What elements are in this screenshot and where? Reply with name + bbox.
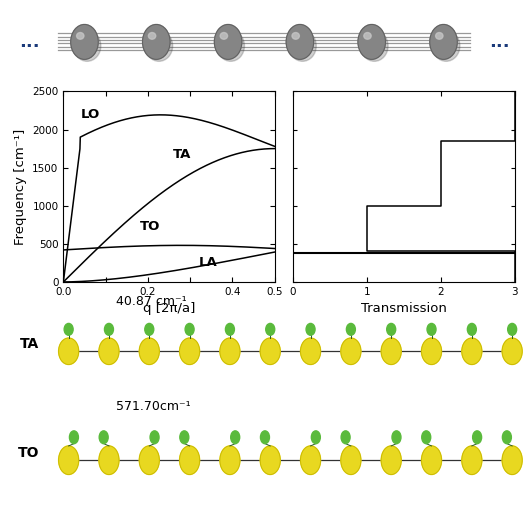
Ellipse shape xyxy=(148,33,156,39)
Text: 40.87 cm⁻¹: 40.87 cm⁻¹ xyxy=(116,295,187,308)
X-axis label: Transmission: Transmission xyxy=(361,302,447,315)
Text: LO: LO xyxy=(80,108,99,121)
Circle shape xyxy=(71,24,98,59)
Circle shape xyxy=(381,446,401,474)
Text: ...: ... xyxy=(488,33,510,51)
Text: 571.70cm⁻¹: 571.70cm⁻¹ xyxy=(116,399,191,412)
Circle shape xyxy=(430,24,457,59)
Y-axis label: Frequency [cm⁻¹]: Frequency [cm⁻¹] xyxy=(14,129,27,245)
Circle shape xyxy=(381,338,401,365)
Text: TA: TA xyxy=(173,148,192,162)
Circle shape xyxy=(99,431,108,443)
Circle shape xyxy=(59,446,79,474)
Ellipse shape xyxy=(436,33,443,39)
Circle shape xyxy=(260,338,280,365)
Circle shape xyxy=(508,324,516,335)
Circle shape xyxy=(266,324,275,335)
Circle shape xyxy=(99,338,119,365)
Circle shape xyxy=(392,431,401,443)
Circle shape xyxy=(70,431,79,443)
Circle shape xyxy=(386,324,395,335)
Circle shape xyxy=(145,324,154,335)
Text: ...: ... xyxy=(18,33,40,51)
Circle shape xyxy=(341,338,361,365)
Circle shape xyxy=(422,431,431,443)
Ellipse shape xyxy=(292,33,299,39)
Circle shape xyxy=(341,446,361,474)
Circle shape xyxy=(59,338,79,365)
Circle shape xyxy=(180,446,200,474)
Circle shape xyxy=(473,431,482,443)
Circle shape xyxy=(220,446,240,474)
Ellipse shape xyxy=(217,30,244,61)
Circle shape xyxy=(300,338,320,365)
Ellipse shape xyxy=(220,33,228,39)
Circle shape xyxy=(260,431,269,443)
Text: TO: TO xyxy=(139,220,160,233)
Circle shape xyxy=(502,338,522,365)
Circle shape xyxy=(312,431,320,443)
Text: TA: TA xyxy=(20,337,39,352)
Circle shape xyxy=(139,446,159,474)
Circle shape xyxy=(260,446,280,474)
Ellipse shape xyxy=(145,30,173,61)
Circle shape xyxy=(105,324,114,335)
Circle shape xyxy=(346,324,355,335)
Ellipse shape xyxy=(289,30,316,61)
Circle shape xyxy=(225,324,234,335)
Ellipse shape xyxy=(432,30,460,61)
Ellipse shape xyxy=(361,30,388,61)
Circle shape xyxy=(503,431,511,443)
Ellipse shape xyxy=(73,30,101,61)
Circle shape xyxy=(220,338,240,365)
Circle shape xyxy=(180,431,189,443)
Circle shape xyxy=(214,24,242,59)
Text: LA: LA xyxy=(199,256,218,269)
Circle shape xyxy=(306,324,315,335)
Circle shape xyxy=(99,446,119,474)
Circle shape xyxy=(462,338,482,365)
Circle shape xyxy=(427,324,436,335)
Circle shape xyxy=(502,446,522,474)
Text: TO: TO xyxy=(18,446,40,460)
Circle shape xyxy=(150,431,159,443)
Circle shape xyxy=(421,338,441,365)
Ellipse shape xyxy=(364,33,371,39)
Circle shape xyxy=(185,324,194,335)
Circle shape xyxy=(358,24,385,59)
Circle shape xyxy=(143,24,170,59)
Ellipse shape xyxy=(77,33,84,39)
X-axis label: q [2π/a]: q [2π/a] xyxy=(143,302,195,315)
Circle shape xyxy=(421,446,441,474)
Circle shape xyxy=(467,324,476,335)
Circle shape xyxy=(300,446,320,474)
Circle shape xyxy=(462,446,482,474)
Circle shape xyxy=(231,431,240,443)
Circle shape xyxy=(180,338,200,365)
Circle shape xyxy=(139,338,159,365)
Circle shape xyxy=(341,431,350,443)
Circle shape xyxy=(286,24,314,59)
Circle shape xyxy=(64,324,73,335)
